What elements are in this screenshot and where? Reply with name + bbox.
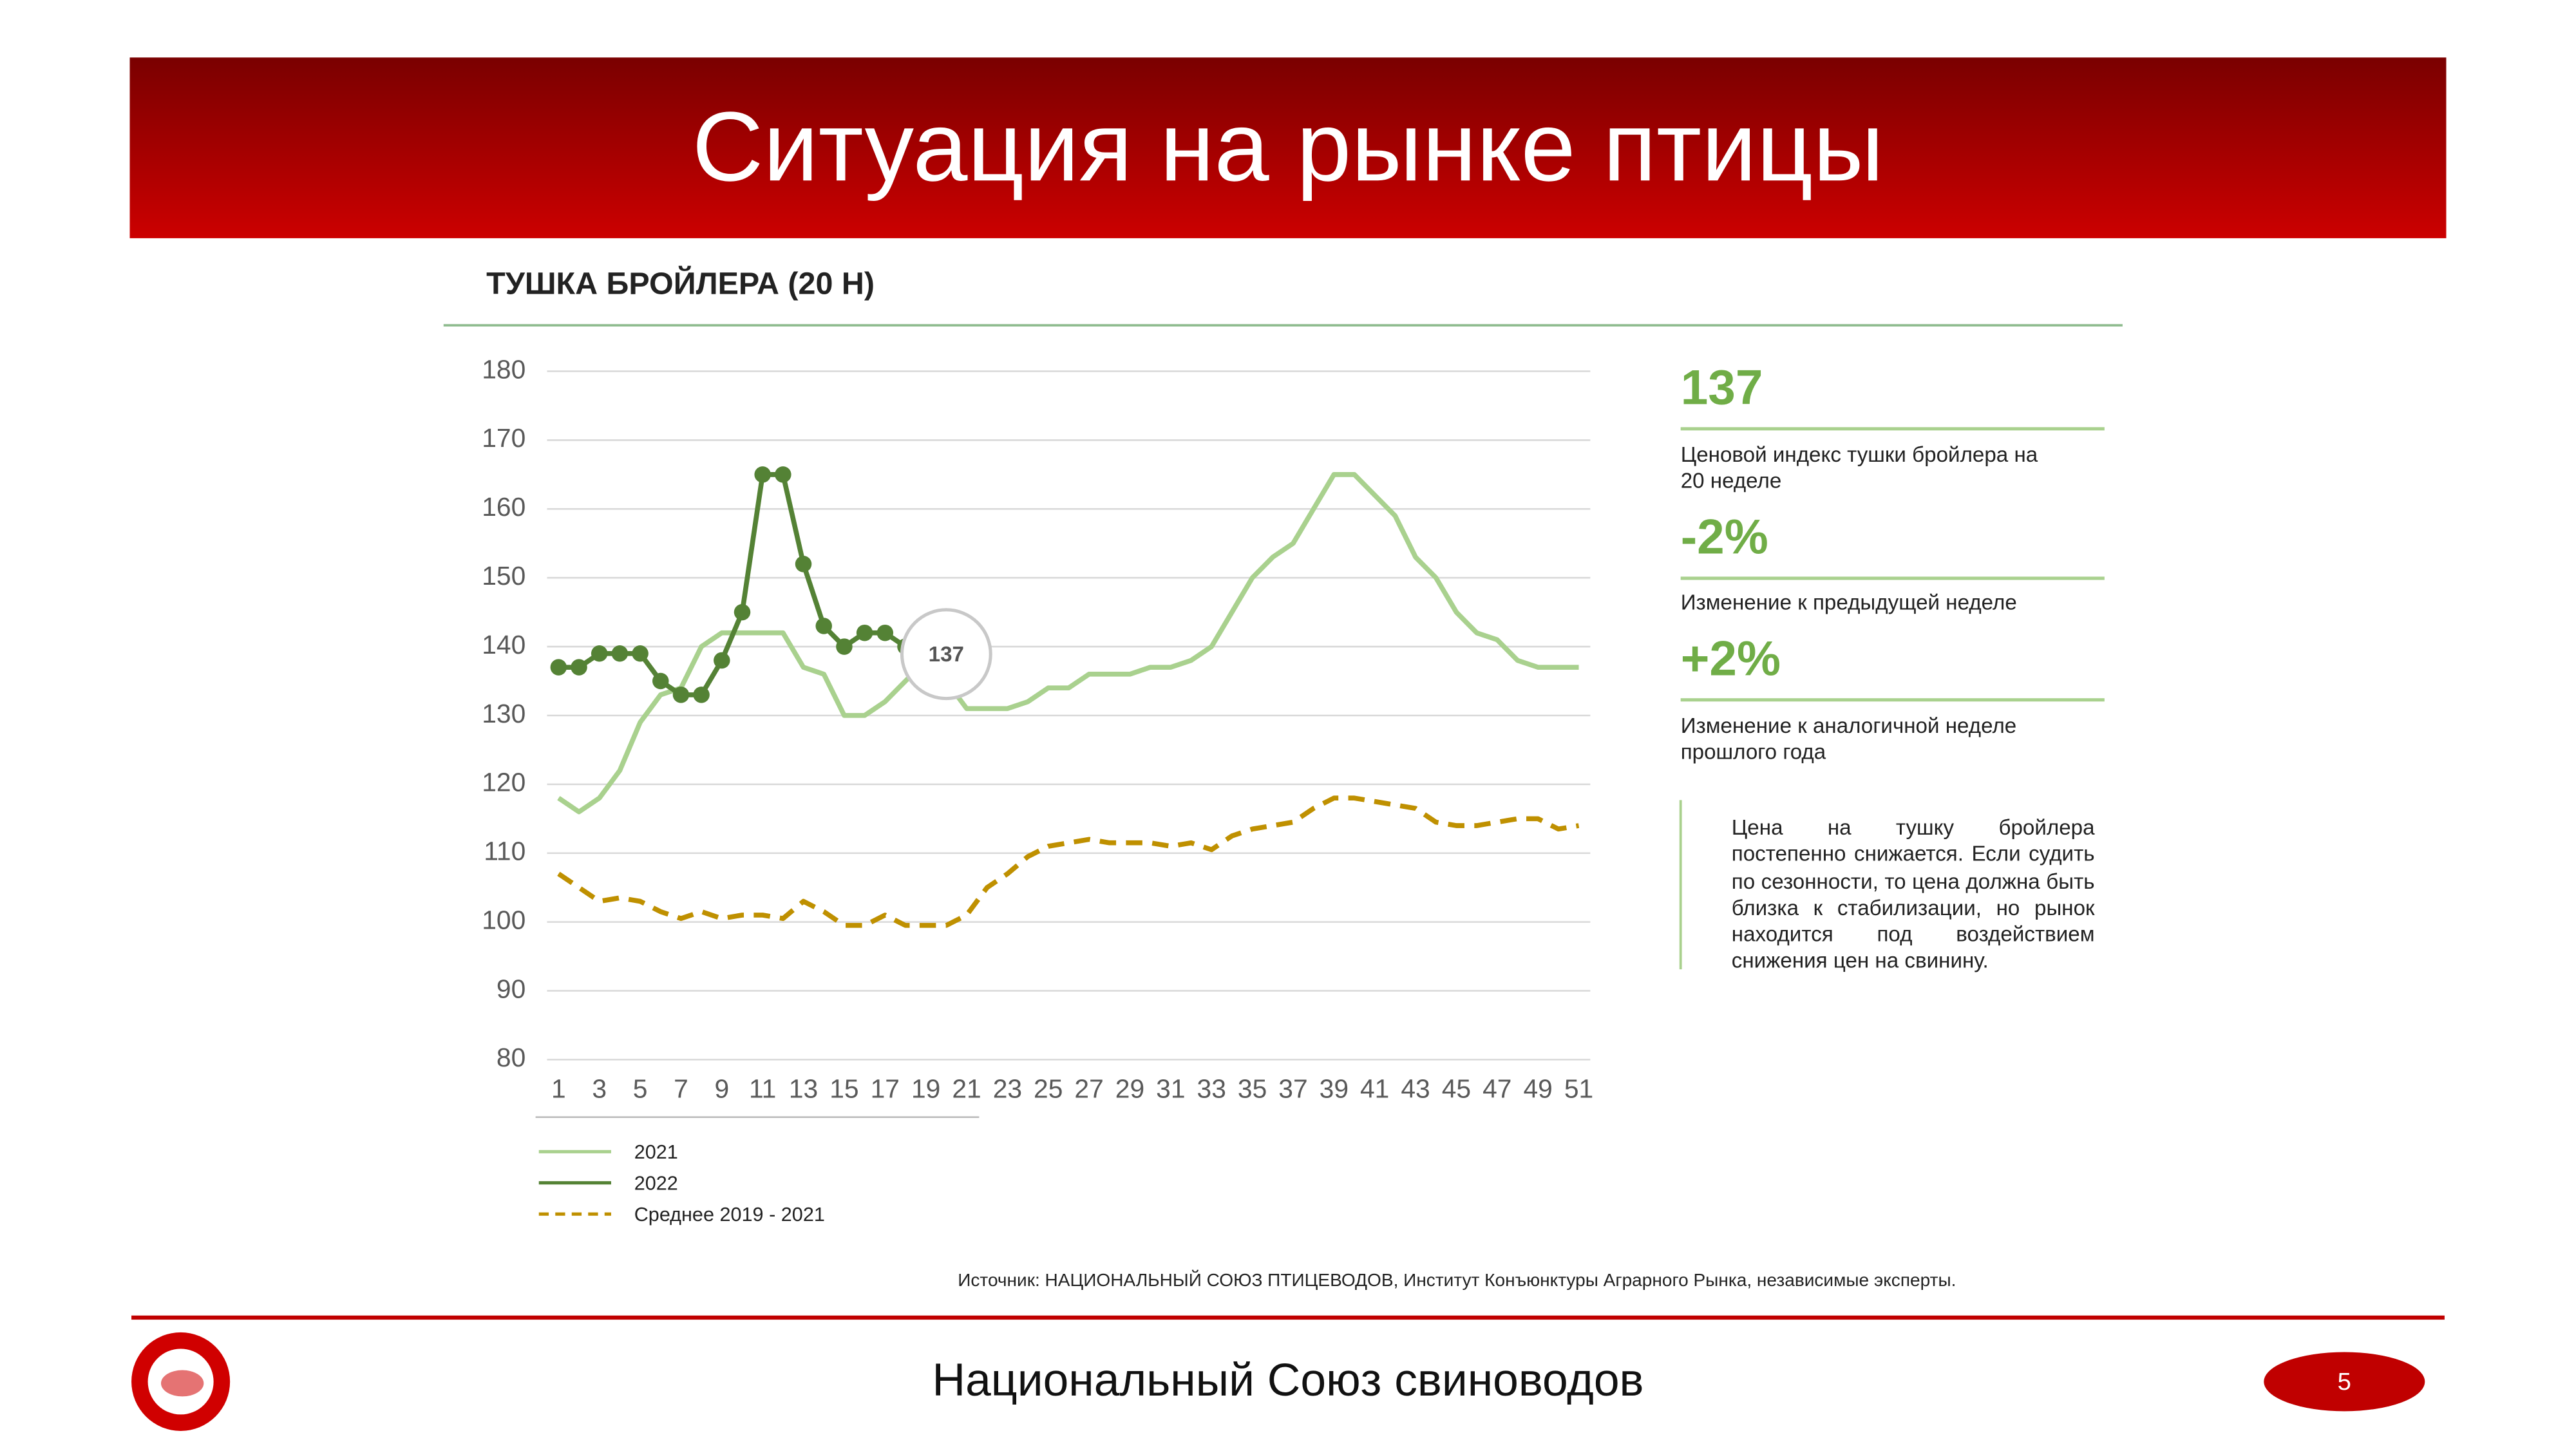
y-tick-label: 90 <box>497 974 526 1003</box>
marker <box>632 645 649 662</box>
marker <box>734 603 751 621</box>
x-tick-label: 29 <box>1115 1074 1144 1104</box>
header-bar <box>129 57 2447 238</box>
logo <box>131 1332 231 1431</box>
y-tick-label: 80 <box>497 1043 526 1072</box>
x-tick-label: 3 <box>592 1074 607 1104</box>
legend-label: Среднее 2019 - 2021 <box>634 1204 825 1226</box>
legend-label: 2021 <box>634 1141 678 1163</box>
marker <box>754 466 771 483</box>
x-tick-label: 5 <box>633 1074 648 1104</box>
marker <box>714 652 730 669</box>
y-tick-label: 150 <box>482 561 526 591</box>
marker <box>876 624 894 641</box>
x-tick-label: 17 <box>871 1074 900 1104</box>
y-tick-label: 180 <box>482 354 526 384</box>
source: Источник: НАЦИОНАЛЬНЫЙ СОЮЗ ПТИЦЕВОДОВ, … <box>958 1270 1956 1290</box>
x-tick-label: 1 <box>551 1074 566 1104</box>
x-tick-label: 47 <box>1482 1074 1511 1104</box>
series-line <box>557 472 1579 815</box>
y-tick-label: 160 <box>482 492 526 522</box>
x-tick-label: 49 <box>1523 1074 1552 1104</box>
marker <box>775 466 791 483</box>
x-tick-label: 35 <box>1238 1074 1267 1104</box>
marker <box>693 687 710 703</box>
comment: Цена на тушку бройлера постепенно снижае… <box>1731 815 2095 974</box>
series-line <box>557 795 1580 928</box>
stat-label: Изменение к аналогичной неделе прошлого … <box>1680 713 2017 764</box>
x-tick-label: 37 <box>1278 1074 1307 1104</box>
chart-title: ТУШКА БРОЙЛЕРА (20 Н) <box>486 266 875 301</box>
marker <box>856 624 873 641</box>
marker <box>591 645 608 662</box>
stat-value: 137 <box>1680 361 1763 416</box>
stat-label: Изменение к предыдущей неделе <box>1680 589 2017 615</box>
x-tick-label: 31 <box>1156 1074 1185 1104</box>
marker <box>652 672 669 690</box>
stat-rule <box>1680 698 2105 702</box>
annotation-text: 137 <box>929 643 964 667</box>
annotation-circle <box>900 608 992 701</box>
y-tick-label: 100 <box>482 905 526 934</box>
stat-value: -2% <box>1680 511 1768 565</box>
stat-rule <box>1680 427 2105 431</box>
x-tick-label: 23 <box>993 1074 1022 1104</box>
page-number: 5 <box>2338 1368 2351 1396</box>
x-tick-label: 51 <box>1564 1074 1593 1104</box>
y-tick-label: 130 <box>482 699 526 728</box>
x-tick-label: 33 <box>1197 1074 1226 1104</box>
x-tick-label: 15 <box>829 1074 858 1104</box>
x-tick-label: 7 <box>674 1074 688 1104</box>
x-tick-label: 41 <box>1360 1074 1389 1104</box>
marker <box>611 645 629 662</box>
marker <box>550 659 567 676</box>
marker <box>571 659 587 676</box>
x-tick-label: 9 <box>714 1074 729 1104</box>
legend-label: 2022 <box>634 1172 678 1194</box>
y-tick-label: 110 <box>484 837 526 866</box>
stat-label: Ценовой индекс тушки бройлера на 20 неде… <box>1680 442 2038 493</box>
y-tick-label: 170 <box>482 423 526 453</box>
x-tick-label: 21 <box>952 1074 981 1104</box>
x-tick-label: 43 <box>1401 1074 1430 1104</box>
footer-text: Национальный Союз свиноводов <box>933 1354 1644 1406</box>
x-tick-label: 25 <box>1034 1074 1063 1104</box>
slide-title: Ситуация на рынке птицы <box>692 91 1884 202</box>
marker <box>836 638 853 655</box>
series-line <box>558 472 948 697</box>
marker <box>815 618 832 634</box>
y-tick-label: 120 <box>482 768 526 797</box>
marker <box>795 556 812 573</box>
marker <box>672 687 690 703</box>
x-tick-label: 11 <box>749 1074 776 1104</box>
x-tick-label: 19 <box>911 1074 940 1104</box>
page-badge <box>2264 1352 2425 1412</box>
x-tick-label: 27 <box>1074 1074 1103 1104</box>
x-tick-label: 13 <box>789 1074 818 1104</box>
x-tick-label: 45 <box>1442 1074 1471 1104</box>
x-tick-label: 39 <box>1320 1074 1349 1104</box>
y-tick-label: 140 <box>482 630 526 659</box>
stat-value: +2% <box>1680 632 1781 687</box>
stat-rule <box>1680 576 2105 580</box>
